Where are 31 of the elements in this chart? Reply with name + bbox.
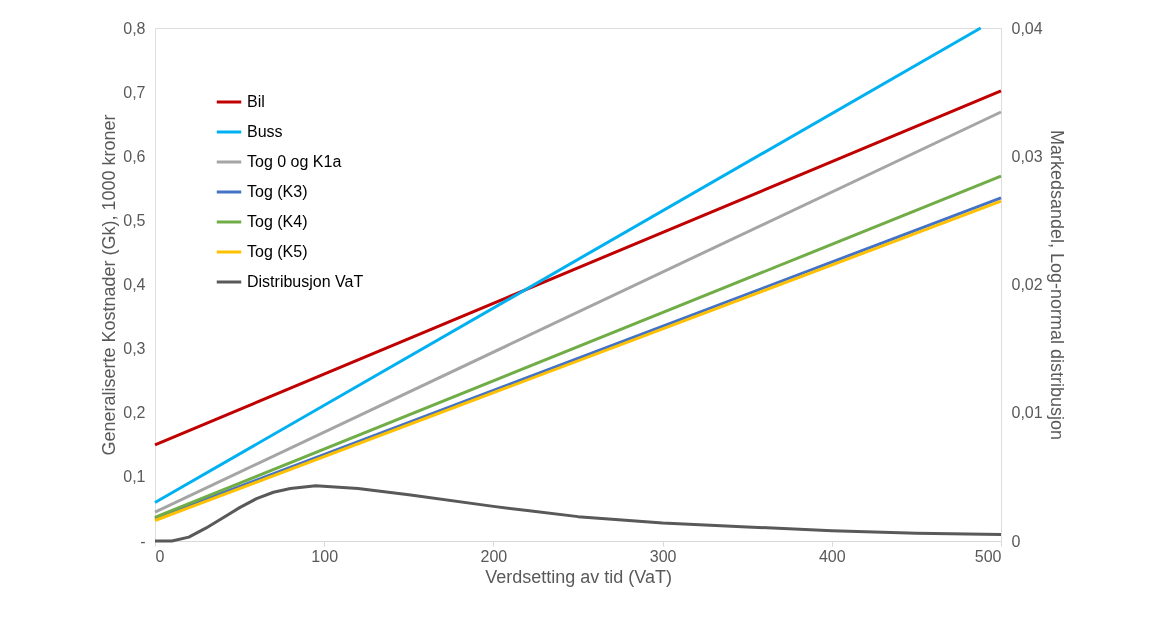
y-axis-title: Generaliserte Kostnader (Gk), 1000 kroner — [99, 114, 120, 456]
legend-label: Tog (K4) — [247, 213, 308, 230]
y-tick-label: 0,6 — [123, 147, 146, 165]
y2-tick-label: 0,04 — [1011, 19, 1043, 37]
y-tick-label: 0,8 — [123, 19, 146, 37]
y-tick-label: 0,2 — [123, 404, 146, 422]
x-tick-label: 400 — [818, 547, 846, 565]
legend-label: Buss — [247, 123, 283, 140]
legend-label: Tog (K5) — [247, 243, 308, 260]
y2-tick-label: 0,02 — [1011, 276, 1043, 293]
y-tick-label: 0,7 — [123, 83, 146, 101]
y-tick-label: 0,4 — [123, 276, 146, 293]
legend-label: Tog 0 og K1a — [247, 153, 342, 170]
x-tick-label: 500 — [974, 547, 1002, 565]
x-axis-title: Verdsetting av tid (VaT) — [485, 566, 672, 587]
y2-tick-label: 0,01 — [1011, 404, 1043, 422]
x-tick-label: 300 — [649, 547, 677, 565]
y-tick-label: 0,1 — [123, 468, 146, 486]
legend-label: Bil — [247, 93, 265, 110]
y-tick-label: 0,5 — [123, 211, 146, 229]
line-series — [153, 484, 1003, 543]
legend-label: Tog (K3) — [247, 183, 308, 200]
y2-tick-label: 0 — [1011, 532, 1021, 550]
y2-tick-label: 0,03 — [1011, 147, 1043, 165]
legend-label: Distribusjon VaT — [247, 273, 364, 290]
y-tick-label: 0,3 — [123, 340, 146, 358]
y2-axis-title: Markedsandel, Log-normal distribusjon — [1046, 129, 1067, 441]
x-tick-label: 100 — [311, 547, 339, 565]
x-tick-label: 0 — [155, 547, 165, 565]
x-tick-label: 200 — [480, 547, 508, 565]
y-tick-label: - — [140, 532, 146, 550]
